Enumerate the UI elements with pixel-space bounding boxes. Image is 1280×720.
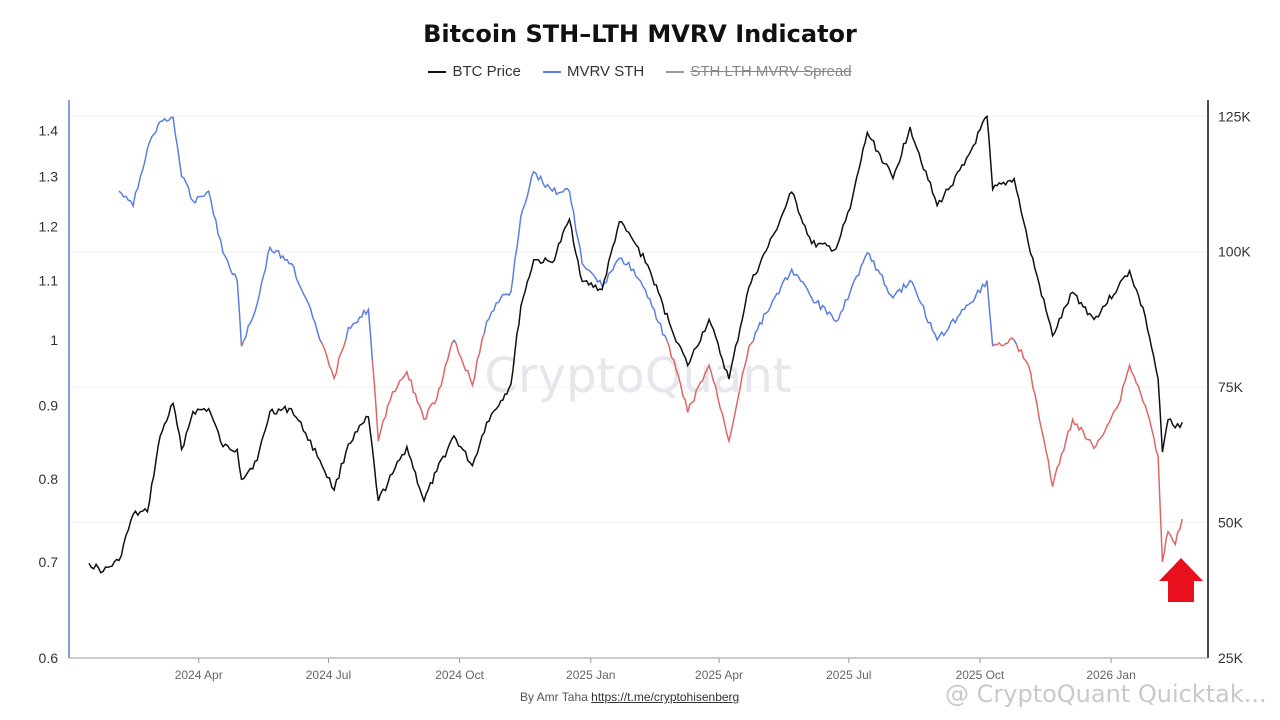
right-tick-label: 25K <box>1218 650 1244 666</box>
mvrv-segment-below-1 <box>455 332 486 388</box>
mvrv-segment-above-1 <box>752 251 994 347</box>
mvrv-segment-above-1 <box>483 170 668 341</box>
watermark-center: CryptoQuant <box>484 348 791 404</box>
mvrv-segment-below-1 <box>666 340 754 445</box>
gridlines <box>69 115 1208 524</box>
legend-mvrv-swatch <box>542 70 561 73</box>
right-tick-label: 125K <box>1218 108 1251 124</box>
mvrv-segment-below-1 <box>371 339 455 442</box>
footer-link[interactable]: https://t.me/cryptohisenberg <box>591 690 740 704</box>
chart-legend: BTC Price MVRV STH STH LTH MVRV Spread <box>0 62 1280 80</box>
mvrv-segment-above-1 <box>118 116 243 347</box>
mvrv-segment-above-1 <box>345 306 374 361</box>
mvrv-segment-above-1 <box>453 339 457 344</box>
right-tick-label: 50K <box>1218 515 1244 531</box>
legend-btc-label: BTC Price <box>452 62 521 80</box>
watermark-corner: @ CryptoQuant Quicktak... <box>945 680 1267 708</box>
left-tick-label: 1.3 <box>39 169 59 185</box>
legend-btc-swatch <box>428 70 447 73</box>
x-tick-label: 2024 Jul <box>306 668 351 682</box>
legend-spread-swatch <box>666 70 685 73</box>
x-tick-label: 2024 Oct <box>435 668 484 682</box>
mvrv-segment-below-1 <box>992 337 1015 347</box>
series-btc-price <box>88 114 1183 574</box>
mvrv-segment-below-1 <box>321 338 347 381</box>
legend-mvrv-sth[interactable]: MVRV STH <box>542 62 645 80</box>
red-arrow-annotation <box>1159 558 1203 602</box>
mvrv-segment-below-1 <box>240 340 245 347</box>
right-tick-label: 100K <box>1218 244 1251 260</box>
x-tick-label: 2026 Jan <box>1086 668 1135 682</box>
legend-btc-price[interactable]: BTC Price <box>428 62 521 80</box>
legend-spread[interactable]: STH LTH MVRV Spread <box>666 62 852 80</box>
legend-spread-label: STH LTH MVRV Spread <box>690 62 852 80</box>
x-axis-ticks: 2024 Apr 2024 Jul 2024 Oct 2025 Jan 2025 Apr… <box>175 658 1136 682</box>
x-tick-label: 2025 Oct <box>956 668 1005 682</box>
mvrv-segment-below-1 <box>1015 344 1184 563</box>
left-tick-label: 0.8 <box>39 471 59 487</box>
left-axis-ticks: 1.4 1.3 1.2 1.1 1 0.9 0.8 0.7 0.6 <box>39 122 59 666</box>
footer-author: By Amr Taha <box>520 690 588 704</box>
left-tick-label: 0.6 <box>39 650 59 666</box>
series-mvrv-sth <box>118 116 1184 563</box>
left-tick-label: 0.7 <box>39 554 59 570</box>
left-tick-label: 1.2 <box>39 218 59 234</box>
mvrv-segment-above-1 <box>243 245 323 345</box>
chart-title: Bitcoin STH–LTH MVRV Indicator <box>423 20 857 48</box>
left-tick-label: 0.9 <box>39 398 59 414</box>
x-tick-label: 2025 Apr <box>695 668 743 682</box>
left-tick-label: 1.4 <box>39 122 59 138</box>
x-tick-label: 2025 Jul <box>826 668 871 682</box>
right-axis-ticks: 125K 100K 75K 50K 25K <box>1218 108 1251 666</box>
right-tick-label: 75K <box>1218 379 1244 395</box>
footer-credit: By Amr Taha https://t.me/cryptohisenberg <box>520 690 739 704</box>
left-tick-label: 1 <box>50 332 58 348</box>
x-tick-label: 2025 Jan <box>566 668 615 682</box>
x-tick-label: 2024 Apr <box>175 668 223 682</box>
mvrv-segment-above-1 <box>1013 339 1018 345</box>
legend-mvrv-label: MVRV STH <box>566 62 645 80</box>
left-tick-label: 1.1 <box>39 273 59 289</box>
